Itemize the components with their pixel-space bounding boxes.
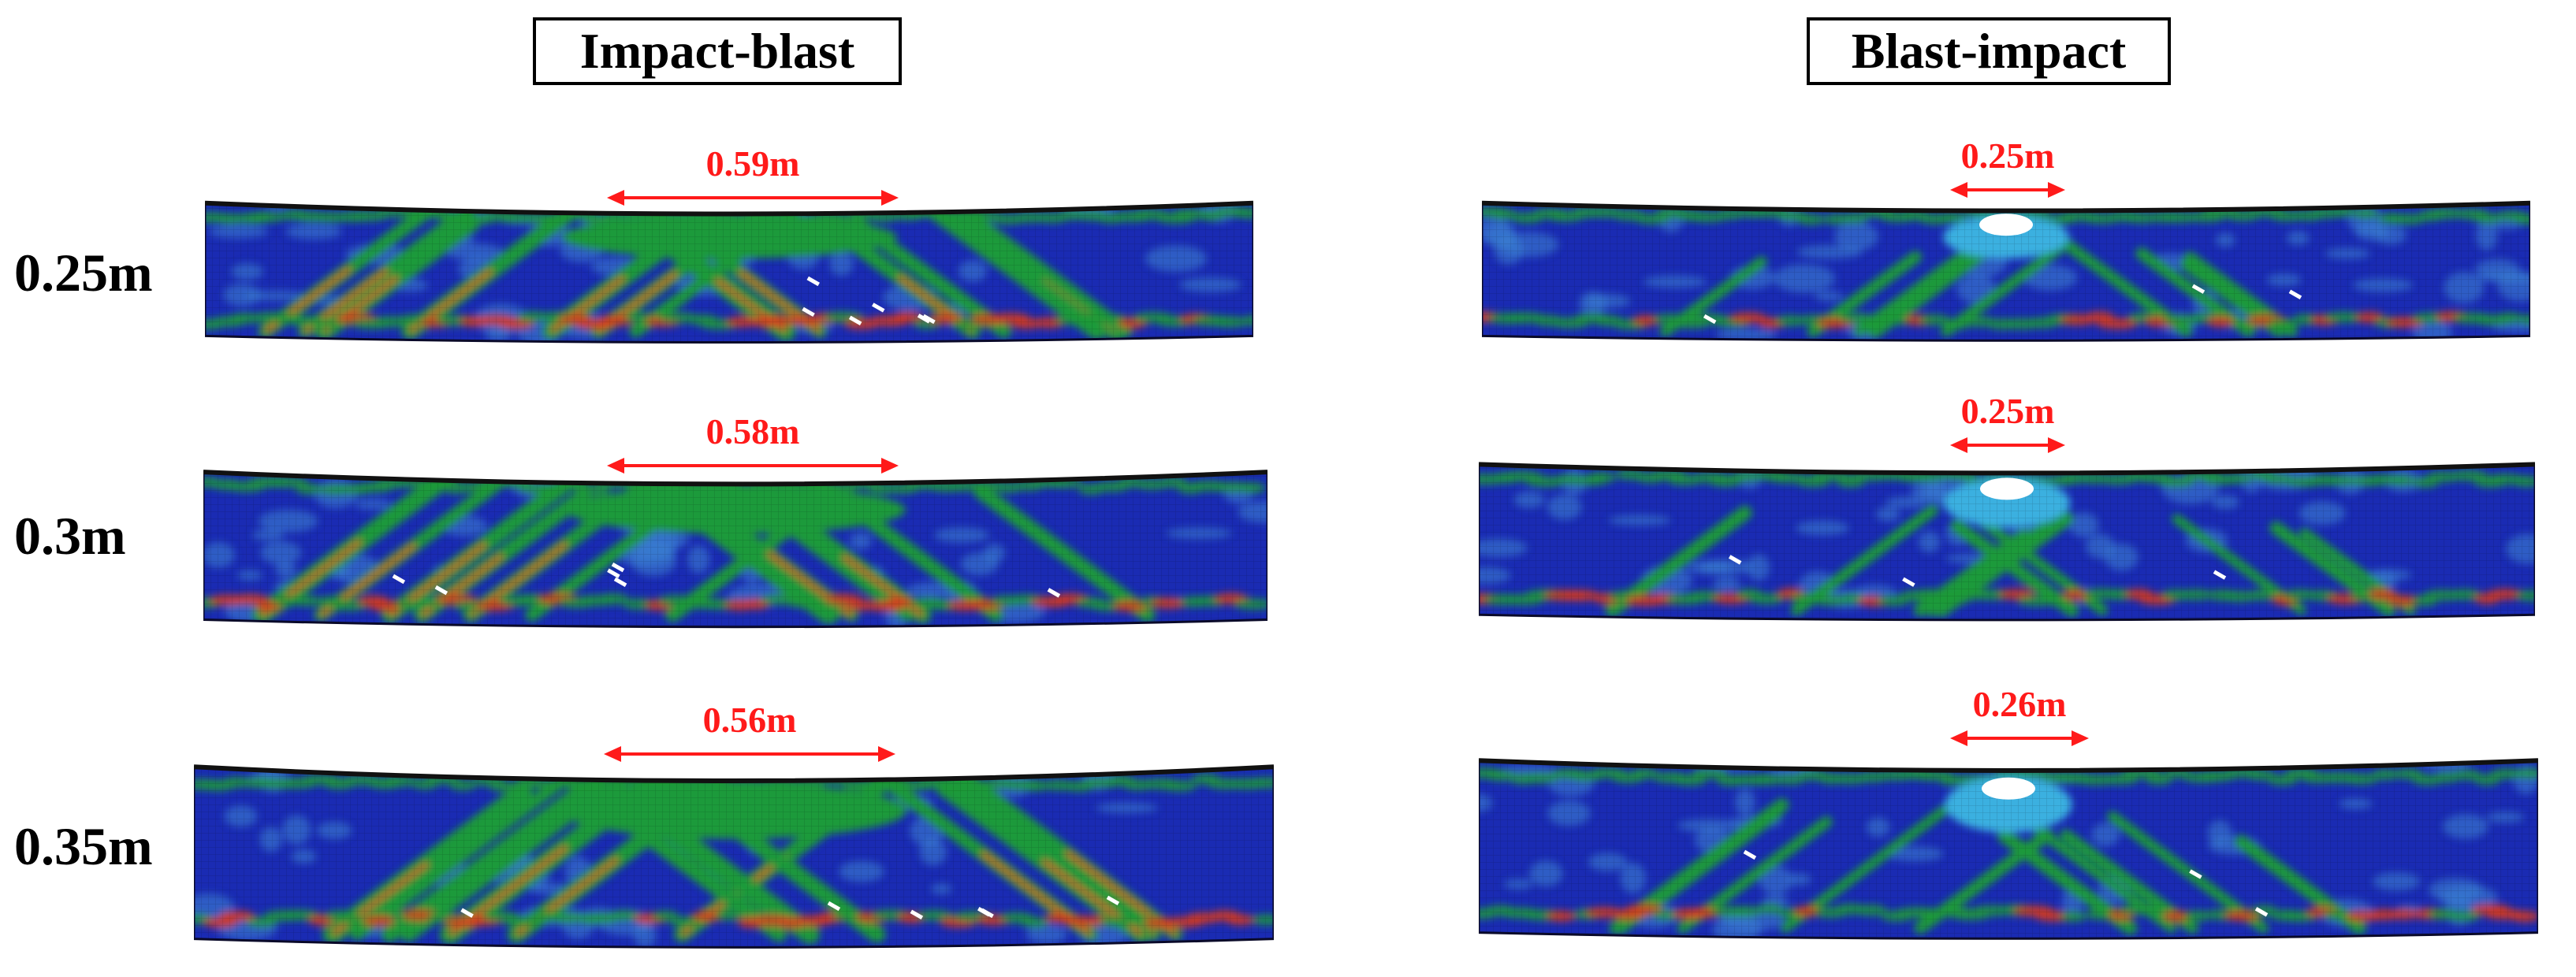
damage-width-value: 0.59m bbox=[705, 143, 800, 184]
double-arrow-icon bbox=[1950, 435, 2065, 455]
damage-width-left-3: 0.56m bbox=[604, 698, 895, 769]
double-arrow-icon bbox=[1950, 180, 2065, 200]
row-label-3: 0.35m bbox=[14, 815, 153, 876]
double-arrow-icon bbox=[607, 188, 899, 208]
beam-contour-blast-impact-2 bbox=[1479, 454, 2535, 629]
beam-contour-blast-impact-3 bbox=[1479, 749, 2538, 949]
impact-blast-title: Impact-blast bbox=[533, 17, 902, 85]
row-label-1: 0.25m bbox=[14, 242, 153, 303]
damage-width-left-1: 0.59m bbox=[607, 142, 899, 213]
beam-contour-impact-blast-1 bbox=[205, 194, 1253, 348]
damage-width-right-3: 0.26m bbox=[1950, 682, 2089, 753]
blast-impact-title: Blast-impact bbox=[1807, 17, 2171, 85]
damage-width-right-2: 0.25m bbox=[1950, 389, 2065, 460]
damage-width-left-2: 0.58m bbox=[607, 410, 899, 481]
beam-contour-impact-blast-2 bbox=[203, 462, 1268, 633]
damage-width-right-1: 0.25m bbox=[1950, 134, 2065, 205]
beam-contour-impact-blast-3 bbox=[194, 755, 1274, 955]
damage-width-value: 0.56m bbox=[702, 700, 797, 740]
double-arrow-icon bbox=[604, 744, 895, 764]
damage-width-value: 0.26m bbox=[1972, 684, 2067, 724]
damage-width-value: 0.25m bbox=[1960, 391, 2055, 431]
double-arrow-icon bbox=[607, 455, 899, 476]
beam-contour-blast-impact-1 bbox=[1482, 194, 2530, 348]
damage-width-value: 0.58m bbox=[705, 411, 800, 451]
damage-width-value: 0.25m bbox=[1960, 136, 2055, 176]
double-arrow-icon bbox=[1950, 728, 2089, 749]
row-label-2: 0.3m bbox=[14, 505, 126, 566]
